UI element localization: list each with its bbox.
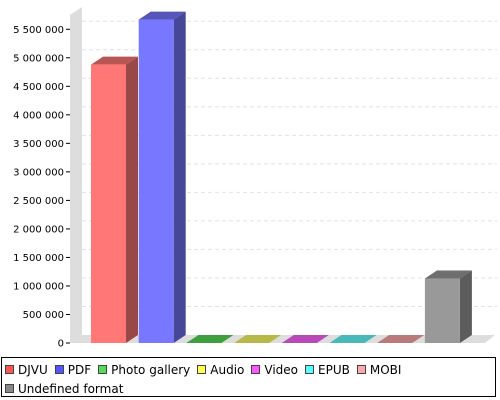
- bar-video: [281, 335, 329, 343]
- legend-label: Audio: [210, 362, 245, 377]
- bar-side: [173, 11, 186, 344]
- legend-swatch: [197, 365, 207, 374]
- bar-top: [281, 335, 329, 343]
- legend-label: MOBI: [369, 362, 402, 377]
- bar-side: [459, 270, 472, 343]
- legend-swatch: [54, 365, 64, 374]
- bar-top: [186, 335, 234, 343]
- bar-undefined-format: [424, 270, 472, 343]
- legend-swatch: [305, 365, 315, 374]
- legend-item: DJVU: [5, 360, 48, 379]
- y-tick-label: 0: [58, 339, 64, 350]
- legend-item: Photo gallery: [98, 360, 190, 379]
- bar-front: [91, 64, 126, 344]
- y-tick-label: 3 500 000: [13, 139, 64, 150]
- bar-top: [377, 335, 425, 343]
- y-tick-label: 5 500 000: [13, 25, 64, 36]
- legend-label: EPUB: [318, 362, 350, 377]
- legend-item: EPUB: [305, 360, 350, 379]
- bar-top: [424, 270, 472, 279]
- legend-item: Audio: [197, 360, 244, 379]
- legend-swatch: [251, 365, 261, 374]
- bar-front: [138, 19, 174, 344]
- bar-djvu: [91, 56, 138, 344]
- legend-label: Video: [264, 362, 299, 377]
- legend-swatch: [356, 365, 366, 374]
- y-tick-label: 1 000 000: [13, 281, 64, 292]
- bar-epub: [329, 335, 377, 343]
- legend-item: MOBI: [356, 360, 402, 379]
- y-tick-label: 500 000: [23, 310, 64, 321]
- y-tick-label: 2 000 000: [13, 224, 64, 235]
- legend-item: PDF: [54, 360, 92, 379]
- bar-mobi: [377, 335, 425, 343]
- y-tick-label: 5 000 000: [13, 53, 64, 64]
- y-tick-label: 4 500 000: [13, 82, 64, 93]
- legend-label: DJVU: [18, 362, 48, 377]
- bar-top: [234, 335, 282, 343]
- legend-label: Photo gallery: [111, 362, 191, 377]
- legend-swatch: [5, 365, 14, 374]
- bar-front: [424, 278, 460, 343]
- chart-legend: DJVU PDF Photo gallery Audio Video EPUB MOBI Un…: [1, 357, 496, 397]
- bar-photo-gallery: [186, 335, 234, 343]
- y-tick-label: 2 500 000: [13, 196, 64, 207]
- bar-side: [126, 56, 138, 343]
- chart-wall: [70, 7, 82, 343]
- bar-top: [138, 11, 186, 20]
- legend-swatch: [98, 365, 108, 374]
- legend-label: PDF: [67, 362, 92, 377]
- bar-chart: 0 500 000 1 000 000 1 500 000 2 000 000 2 500…: [13, 7, 497, 350]
- y-tick-label: 1 500 000: [13, 253, 64, 264]
- y-tick-label: 3 000 000: [13, 167, 64, 178]
- legend-item: Video: [251, 360, 298, 379]
- legend-swatch: [5, 384, 14, 393]
- y-tick-label: 4 000 000: [13, 110, 64, 121]
- legend-label: Undefined format: [18, 381, 124, 396]
- bar-top: [91, 56, 138, 65]
- bar-audio: [234, 335, 282, 343]
- bar-pdf: [138, 11, 186, 344]
- bar-top: [329, 335, 377, 343]
- legend-item: Undefined format: [5, 379, 123, 398]
